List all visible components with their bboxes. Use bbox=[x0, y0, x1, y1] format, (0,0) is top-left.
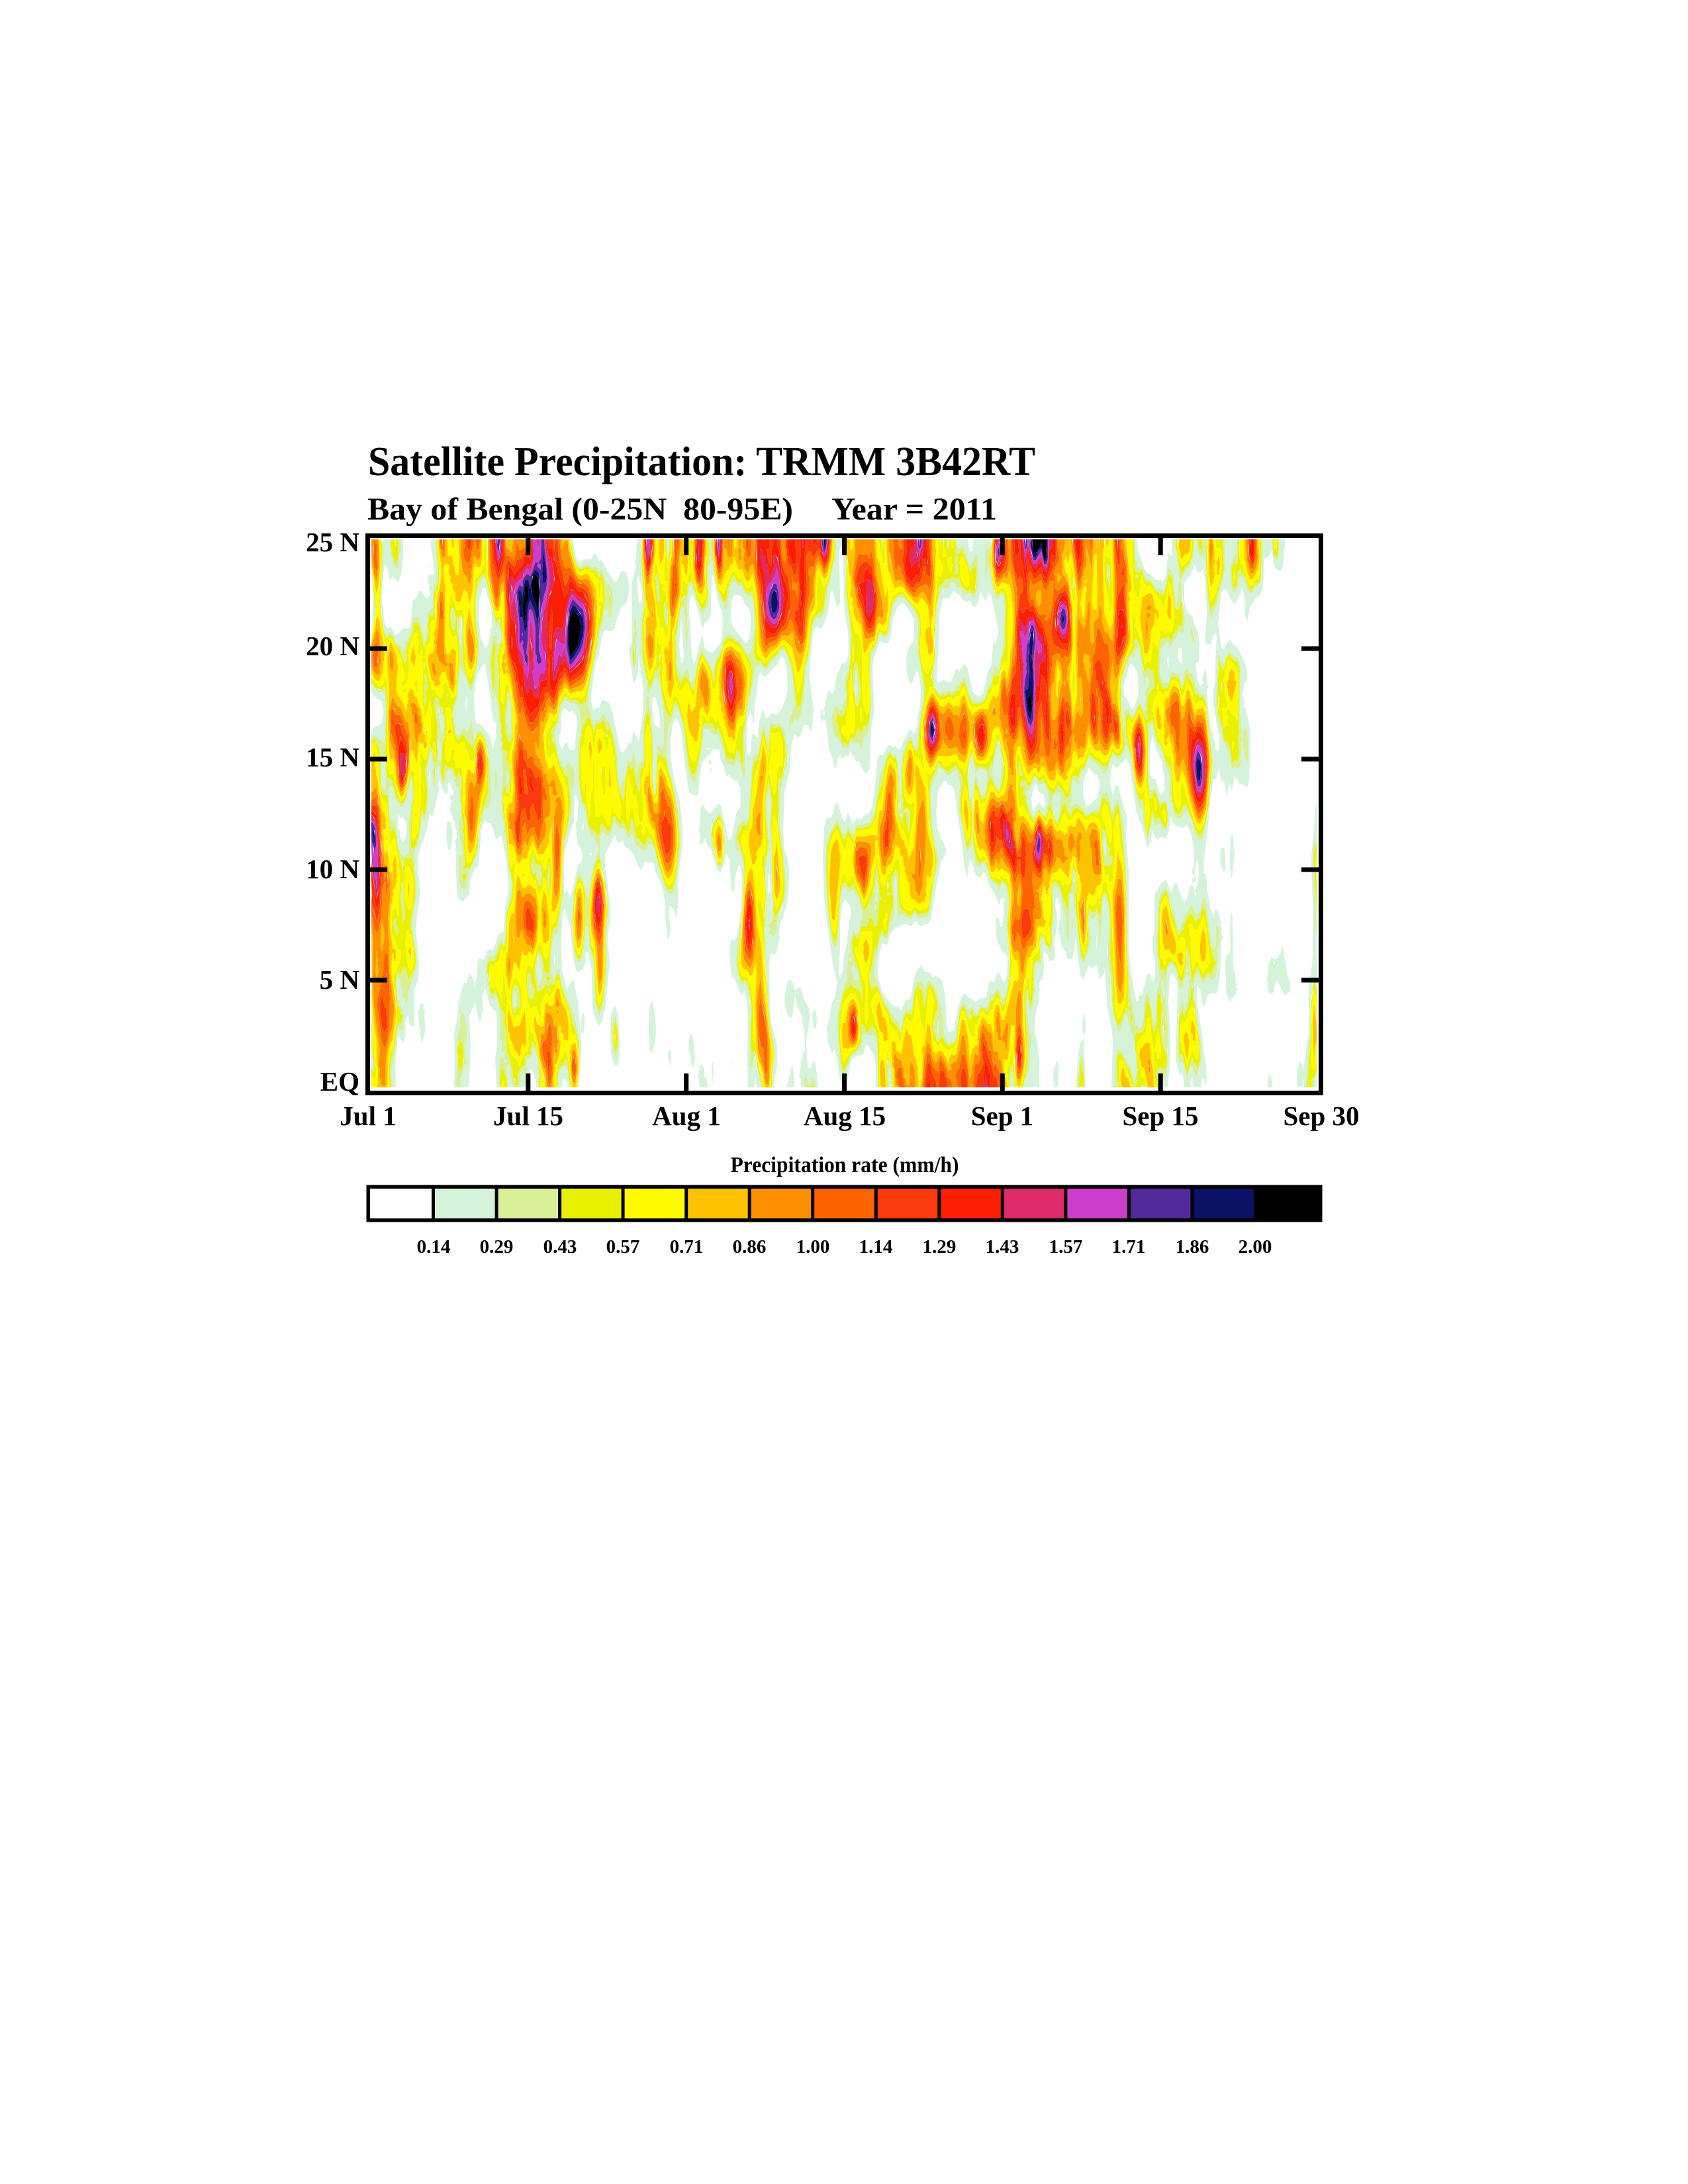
svg-text:0.86: 0.86 bbox=[733, 1236, 767, 1257]
svg-text:Bay of Bengal (0-25N 80-95E): Bay of Bengal (0-25N 80-95E) bbox=[367, 492, 793, 527]
svg-text:1.00: 1.00 bbox=[796, 1236, 830, 1257]
svg-text:10 N: 10 N bbox=[306, 854, 359, 884]
svg-text:0.43: 0.43 bbox=[543, 1236, 577, 1257]
svg-text:5 N: 5 N bbox=[320, 964, 360, 995]
svg-text:20 N: 20 N bbox=[306, 631, 359, 661]
svg-text:0.14: 0.14 bbox=[417, 1236, 451, 1257]
svg-text:1.14: 1.14 bbox=[859, 1236, 893, 1257]
svg-text:1.57: 1.57 bbox=[1049, 1236, 1083, 1257]
svg-text:Aug 1: Aug 1 bbox=[652, 1101, 721, 1131]
svg-text:Aug 15: Aug 15 bbox=[804, 1101, 886, 1131]
svg-text:Year = 2011: Year = 2011 bbox=[831, 492, 997, 527]
svg-text:Precipitation rate (mm/h): Precipitation rate (mm/h) bbox=[731, 1153, 959, 1177]
svg-text:1.86: 1.86 bbox=[1176, 1236, 1209, 1257]
svg-text:2.00: 2.00 bbox=[1239, 1236, 1272, 1257]
svg-text:0.29: 0.29 bbox=[480, 1236, 514, 1257]
svg-text:Sep 30: Sep 30 bbox=[1283, 1101, 1359, 1131]
svg-text:15 N: 15 N bbox=[306, 742, 359, 772]
svg-text:25 N: 25 N bbox=[306, 527, 359, 557]
svg-text:1.29: 1.29 bbox=[923, 1236, 957, 1257]
svg-text:Sep 15: Sep 15 bbox=[1122, 1101, 1198, 1131]
svg-text:0.71: 0.71 bbox=[670, 1236, 704, 1257]
svg-text:1.71: 1.71 bbox=[1112, 1236, 1146, 1257]
svg-text:Jul 15: Jul 15 bbox=[493, 1101, 563, 1131]
svg-text:0.57: 0.57 bbox=[606, 1236, 640, 1257]
svg-text:EQ: EQ bbox=[320, 1066, 359, 1097]
svg-text:Satellite Precipitation: TRMM: Satellite Precipitation: TRMM 3B42RT bbox=[368, 439, 1035, 484]
svg-text:Sep 1: Sep 1 bbox=[971, 1101, 1034, 1131]
svg-text:1.43: 1.43 bbox=[986, 1236, 1019, 1257]
svg-text:Jul 1: Jul 1 bbox=[340, 1101, 396, 1131]
